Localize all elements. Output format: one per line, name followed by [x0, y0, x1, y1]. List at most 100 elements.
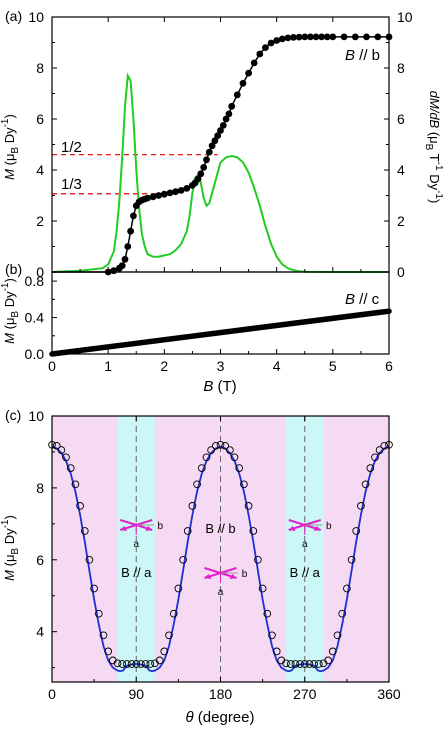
angular-data-point — [71, 480, 80, 489]
angular-data-point — [240, 480, 248, 489]
y-axis-title-a-part: B — [10, 147, 21, 154]
magnetization-point — [340, 33, 348, 41]
angular-data-point — [380, 441, 389, 450]
angular-data-point — [207, 446, 215, 454]
angular-data-point — [169, 609, 178, 618]
y-axis-title-c-part: -1 — [0, 519, 11, 528]
x-tick-label: 360 — [377, 686, 401, 702]
y-axis-title-b-part: Dy — [2, 291, 17, 311]
y2-axis-title-a-part: dM/dB — [427, 91, 442, 129]
angular-data-point — [371, 453, 379, 462]
y-axis-title-b-part: (μ — [2, 318, 17, 333]
magnetization-point — [124, 243, 132, 250]
magnetization-point — [208, 142, 216, 150]
angular-data-point — [141, 660, 150, 668]
magnetization-point — [118, 262, 126, 269]
magnetization-point — [130, 212, 137, 220]
angular-data-point — [314, 660, 323, 668]
angular-data-point — [179, 555, 187, 564]
angular-data-point — [310, 660, 318, 668]
y-tick-label: 0.0 — [25, 346, 45, 362]
angular-data-point — [244, 502, 253, 510]
angular-data-point — [183, 527, 192, 535]
y-axis-title-b-part: M — [2, 333, 17, 344]
direction-label-a-left: B // a — [121, 565, 152, 580]
field-symbol: B — [203, 378, 213, 395]
angular-data-point — [216, 440, 225, 449]
y-axis-title-a-part: -1 — [0, 118, 11, 127]
angular-data-point — [104, 647, 113, 656]
y-tick-label: 0.8 — [25, 273, 45, 289]
y-tick-label: 10 — [28, 408, 44, 424]
angular-data-point — [268, 631, 276, 640]
angle-symbol: θ — [185, 709, 193, 726]
crystal-axis-b-label: b — [157, 521, 163, 532]
y-tick-label: 4 — [36, 162, 44, 178]
x-tick-label: 4 — [273, 358, 281, 374]
spin-configuration-icon: ab — [288, 519, 332, 550]
angular-data-point — [66, 464, 75, 472]
angular-data-point — [211, 441, 220, 450]
angular-data-point — [333, 631, 342, 640]
magnetization-point — [225, 110, 233, 118]
angular-data-point — [366, 464, 375, 472]
magnetization-point — [127, 227, 134, 235]
y-tick-label: 10 — [28, 9, 44, 25]
crystal-axis-b-label: b — [326, 521, 332, 532]
y-axis-title-c-part: Dy — [2, 528, 17, 548]
spin-configuration-icon: ab — [204, 567, 248, 598]
y-axis-title-b-part: -1 — [0, 282, 11, 291]
magnetization-point — [284, 34, 292, 42]
x-axis-title-b: B (T) — [203, 378, 236, 395]
magnetization-point — [323, 33, 331, 41]
y2-axis-title-a-part: B — [423, 144, 434, 151]
magnetization-point — [312, 33, 320, 41]
magnetization-point — [233, 91, 241, 99]
c-axis-magnetization-line — [49, 308, 392, 357]
magnetization-point — [228, 102, 236, 110]
x-tick-label: 6 — [385, 358, 393, 374]
spin-arrowhead — [229, 574, 237, 579]
angular-data-point — [291, 660, 300, 668]
crystal-axis-a-label: a — [133, 539, 139, 550]
angular-data-point — [80, 527, 89, 535]
panel-label-a: (a) — [5, 8, 22, 24]
y-tick-label: 0.4 — [25, 310, 45, 326]
field-direction-label-c: B // c — [345, 291, 380, 308]
magnetization-point — [374, 33, 382, 41]
magnetization-point — [239, 79, 247, 87]
direction-label-a-right: B // a — [290, 565, 321, 580]
angular-data-point — [62, 453, 70, 462]
y-tick-label: 8 — [36, 480, 44, 496]
y-tick-label: 2 — [36, 213, 44, 229]
angular-data-point — [249, 527, 258, 535]
magnetization-point — [307, 33, 314, 41]
magnetization-point — [301, 33, 309, 41]
magnetization-point — [329, 33, 337, 41]
angular-data-point — [57, 446, 66, 454]
angular-data-point — [375, 446, 384, 454]
magnetization-point — [149, 193, 157, 201]
angular-data-point — [324, 656, 333, 665]
shaded-region — [323, 416, 389, 682]
magnetization-point — [197, 170, 205, 178]
y-axis-title-b-part: B — [10, 311, 21, 318]
magnetization-point — [203, 156, 210, 164]
angular-data-point — [300, 660, 309, 668]
angular-data-point — [254, 555, 262, 564]
x-tick-label: 270 — [293, 686, 317, 702]
y-tick-label: 4 — [36, 624, 44, 640]
magnetization-point — [217, 127, 224, 134]
angular-data-point — [193, 480, 201, 489]
magnetization-point — [318, 33, 325, 41]
angular-data-point — [146, 660, 155, 668]
crystal-axis-a-label: a — [218, 587, 224, 598]
y2-axis-title-a: dM/dB (μB T-1 Dy-1) — [423, 91, 443, 204]
magnetization-point — [183, 185, 191, 192]
y2-axis-title-a-part: -1 — [433, 162, 443, 171]
plot-frame-b — [51, 271, 390, 355]
y2-tick-label: 0 — [397, 264, 405, 280]
magnetization-point — [290, 34, 297, 41]
